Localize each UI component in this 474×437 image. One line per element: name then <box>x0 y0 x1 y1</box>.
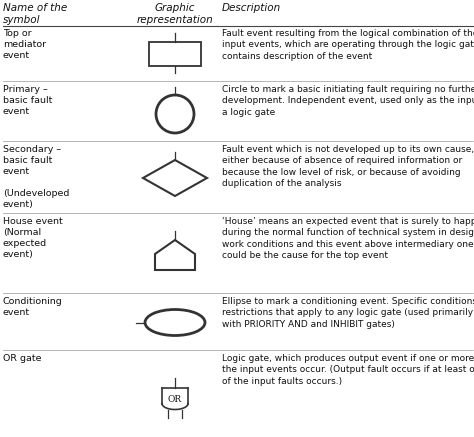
Text: Primary –
basic fault
event: Primary – basic fault event <box>3 85 52 116</box>
Text: OR gate: OR gate <box>3 354 42 363</box>
Text: Logic gate, which produces output event if one or more of
the input events occur: Logic gate, which produces output event … <box>222 354 474 386</box>
Text: Top or
mediator
event: Top or mediator event <box>3 29 46 60</box>
Text: OR: OR <box>168 395 182 404</box>
Text: Name of the
symbol: Name of the symbol <box>3 3 67 25</box>
Text: ‘House’ means an expected event that is surely to happen
during the normal funct: ‘House’ means an expected event that is … <box>222 217 474 260</box>
Ellipse shape <box>145 309 205 336</box>
Text: House event
(Normal
expected
event): House event (Normal expected event) <box>3 217 63 259</box>
Text: Ellipse to mark a conditioning event. Specific conditions or
restrictions that a: Ellipse to mark a conditioning event. Sp… <box>222 297 474 329</box>
Polygon shape <box>143 160 207 196</box>
Circle shape <box>156 95 194 133</box>
Text: Fault event resulting from the logical combination of the
input events, which ar: Fault event resulting from the logical c… <box>222 29 474 61</box>
Text: Graphic
representation: Graphic representation <box>137 3 213 25</box>
Bar <box>149 42 201 66</box>
Text: Conditioning
event: Conditioning event <box>3 297 63 317</box>
Text: Description: Description <box>222 3 281 13</box>
Text: Secondary –
basic fault
event

(Undeveloped
event): Secondary – basic fault event (Undevelop… <box>3 145 69 209</box>
Polygon shape <box>155 240 195 270</box>
Text: Fault event which is not developed up to its own cause,
either because of absenc: Fault event which is not developed up to… <box>222 145 474 188</box>
Text: Circle to mark a basic initiating fault requiring no further
development. Indepe: Circle to mark a basic initiating fault … <box>222 85 474 117</box>
